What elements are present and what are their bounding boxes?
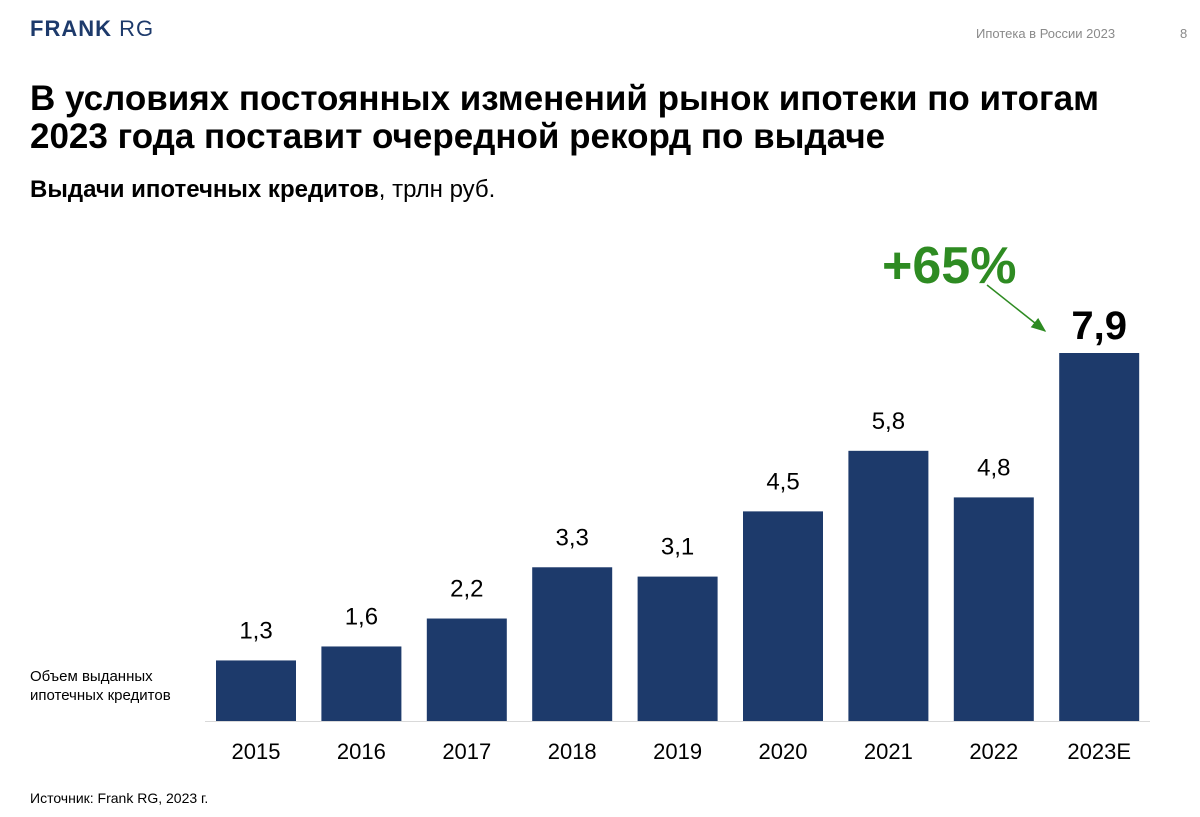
growth-annotation: +65%: [882, 237, 1017, 295]
x-tick-label-2015: 2015: [232, 739, 281, 764]
document-title: Ипотека в России 2023: [976, 26, 1116, 41]
bar-2021: [848, 450, 929, 721]
bar-2023E: [1059, 353, 1140, 721]
x-tick-label-2022: 2022: [969, 739, 1018, 764]
frank-rg-logo: FRANK RG: [30, 16, 154, 42]
series-label: Объем выданных ипотечных кредитов: [30, 668, 171, 704]
bar-2020: [743, 511, 823, 721]
logo-bold: FRANK: [30, 16, 112, 41]
value-label-2018: 3,3: [556, 524, 589, 551]
bar-2019: [637, 576, 718, 721]
value-label-2023E: 7,9: [1071, 304, 1127, 348]
x-tick-label-2023E: 2023E: [1067, 739, 1131, 764]
chart-subtitle: Выдачи ипотечных кредитов, трлн руб.: [30, 176, 495, 204]
value-label-2019: 3,1: [661, 534, 694, 561]
logo-light: RG: [112, 16, 155, 41]
bar-2015: [216, 660, 296, 721]
slide-headline: В условиях постоянных изменений рынок ип…: [30, 79, 1099, 156]
value-label-2015: 1,3: [239, 617, 272, 644]
x-tick-label-2016: 2016: [337, 739, 386, 764]
bar-2017: [426, 618, 507, 721]
value-label-2016: 1,6: [345, 603, 378, 630]
value-label-2021: 5,8: [872, 408, 905, 435]
source-note: Источник: Frank RG, 2023 г.: [30, 790, 209, 806]
value-label-2020: 4,5: [766, 468, 799, 495]
value-label-2022: 4,8: [977, 454, 1010, 481]
chart-subtitle-units: , трлн руб.: [378, 176, 496, 203]
bar-2018: [532, 567, 613, 721]
x-tick-label-2020: 2020: [759, 739, 808, 764]
value-label-2017: 2,2: [450, 576, 483, 603]
chart-subtitle-main: Выдачи ипотечных кредитов: [30, 176, 379, 203]
x-tick-label-2018: 2018: [548, 739, 597, 764]
bar-2016: [321, 646, 402, 721]
growth-arrow: [986, 284, 1047, 332]
x-tick-label-2021: 2021: [864, 739, 913, 764]
x-tick-label-2019: 2019: [653, 739, 702, 764]
x-tick-label-2017: 2017: [442, 739, 491, 764]
page-number: 8: [1180, 26, 1188, 41]
bar-2022: [953, 497, 1034, 721]
